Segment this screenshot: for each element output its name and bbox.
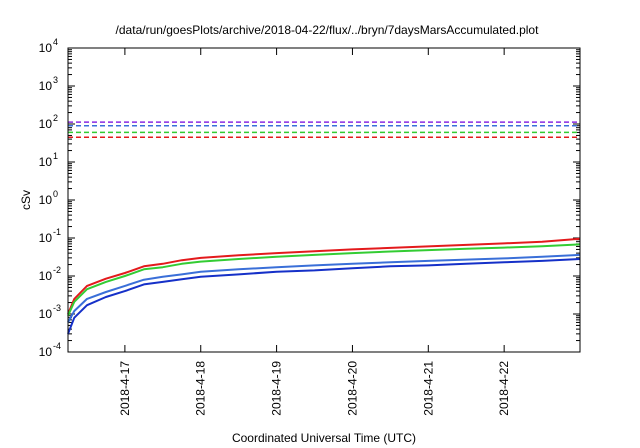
y-tick-label: 10 (39, 79, 53, 93)
y-tick-label: 10 (39, 193, 53, 207)
plot-series (67, 121, 581, 335)
y-tick-exponent: -4 (53, 341, 61, 351)
x-axis: 2018-4-17 2018-4-18 2018-4-19 2018-4-20 2018… (118, 48, 511, 416)
x-tick-label: 2018-4-20 (345, 361, 359, 416)
dose-line-7 (67, 258, 581, 335)
y-tick-label: 10 (39, 345, 53, 359)
y-tick-label: 10 (39, 269, 53, 283)
x-axis-label: Coordinated Universal Time (UTC) (232, 431, 416, 445)
y-tick-exponent: -1 (53, 227, 61, 237)
chart-title: /data/run/goesPlots/archive/2018-04-22/f… (116, 23, 540, 37)
y-tick-exponent: 1 (53, 151, 58, 161)
y-tick-exponent: -3 (53, 303, 61, 313)
y-tick-exponent: -2 (53, 265, 61, 275)
y-tick-label: 10 (39, 155, 53, 169)
y-tick-exponent: 4 (53, 37, 58, 47)
plot-frame (67, 47, 581, 353)
x-tick-label: 2018-4-22 (497, 361, 511, 416)
y-tick-exponent: 3 (53, 75, 58, 85)
y-tick-label: 10 (39, 41, 53, 55)
y-tick-label: 10 (39, 231, 53, 245)
x-tick-label: 2018-4-17 (118, 361, 132, 416)
x-tick-label: 2018-4-21 (421, 361, 435, 416)
dose-line-5 (67, 243, 581, 317)
x-tick-label: 2018-4-19 (270, 361, 284, 416)
dose-line-4 (67, 237, 581, 315)
x-tick-label: 2018-4-18 (194, 361, 208, 416)
dose-line-6 (67, 253, 581, 323)
y-tick-exponent: 0 (53, 189, 58, 199)
y-axis-label: cSv (19, 190, 33, 210)
y-tick-label: 10 (39, 117, 53, 131)
y-tick-label: 10 (39, 307, 53, 321)
y-tick-exponent: 2 (53, 113, 58, 123)
